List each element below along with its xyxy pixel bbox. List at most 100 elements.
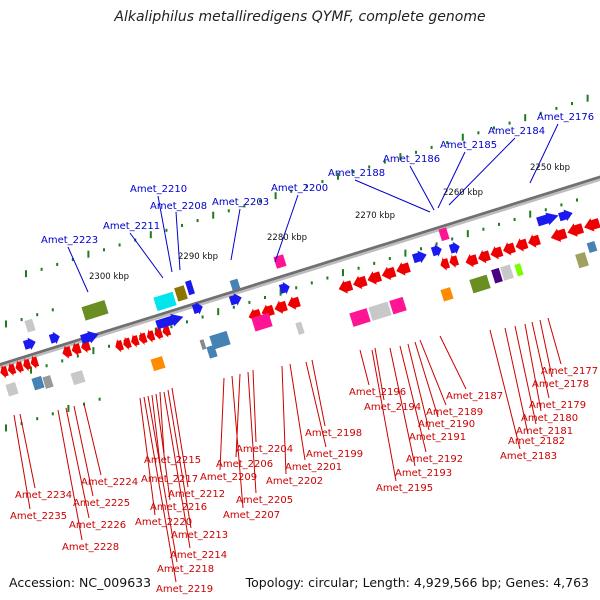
leader-line (371, 349, 397, 482)
scale-tick (310, 281, 313, 285)
scale-tick (466, 230, 469, 238)
leader-line (354, 179, 431, 213)
leader-line (163, 391, 191, 549)
leader-line (83, 403, 102, 476)
gene-label: Amet_2206 (216, 459, 273, 470)
scale-tick (357, 266, 360, 270)
scale-tick (420, 247, 422, 251)
leader-line (159, 391, 165, 454)
gene-label: Amet_2193 (395, 468, 452, 479)
scale-tick (227, 209, 230, 213)
scale-tick (539, 111, 542, 115)
gene-label: Amet_2181 (516, 426, 573, 437)
leader-line (157, 195, 173, 273)
gene-arrow (448, 241, 460, 255)
gene-box (586, 241, 598, 253)
scale-label: 2280 kbp (267, 233, 307, 243)
leader-line (409, 165, 435, 211)
leader-line (504, 327, 529, 435)
scale-tick (76, 354, 79, 358)
scale-tick (36, 313, 39, 317)
scale-tick (576, 198, 578, 202)
gene-box (209, 330, 231, 350)
scale-tick (544, 208, 547, 212)
leader-line (67, 246, 89, 293)
gene-arrow (62, 345, 73, 359)
gene-label: Amet_2220 (135, 517, 192, 528)
scale-tick (498, 222, 500, 226)
scale-tick (170, 325, 173, 329)
gene-label: Amet_2186 (383, 154, 440, 165)
leader-line (311, 359, 326, 427)
gene-arrow (449, 254, 460, 268)
gene-arrow (503, 242, 516, 256)
backbone-strand (0, 178, 600, 369)
scale-tick (482, 227, 485, 231)
gene-arrow (30, 355, 40, 369)
scale-tick (524, 114, 527, 122)
gene-label: Amet_2188 (328, 168, 385, 179)
gene-label: Amet_2195 (376, 483, 433, 494)
leader-line (489, 329, 521, 450)
tick-layer (5, 94, 589, 432)
scale-tick (529, 210, 532, 218)
scale-tick (118, 243, 121, 247)
gene-label: Amet_2207 (223, 510, 280, 521)
gene-box (199, 339, 207, 350)
scale-tick (196, 219, 199, 223)
leader-line (73, 405, 94, 497)
scale-label: 2290 kbp (178, 252, 218, 262)
gene-label: Amet_2212 (168, 489, 225, 500)
gene-box (469, 274, 491, 294)
gene-arrow (0, 365, 9, 379)
gene-arrow (528, 234, 541, 248)
gene-label: Amet_2210 (130, 184, 187, 195)
scale-tick (290, 189, 293, 193)
gene-label: Amet_2226 (69, 520, 126, 531)
scale-tick (352, 170, 355, 174)
gene-box (368, 301, 392, 321)
gene-arrow (353, 275, 368, 290)
gene-box (575, 251, 589, 269)
scale-tick (186, 320, 188, 324)
gene-box (81, 300, 109, 321)
scale-tick (342, 269, 344, 277)
gene-label: Amet_2198 (305, 428, 362, 439)
leader-line (19, 413, 36, 489)
gene-label: Amet_2215 (144, 455, 201, 466)
leader-line (231, 375, 244, 509)
gene-label: Amet_2187 (446, 391, 503, 402)
scale-tick (212, 211, 215, 219)
leader-line (274, 194, 299, 263)
gene-label: Amet_2224 (81, 477, 138, 488)
leader-line (65, 407, 90, 519)
scale-tick (87, 250, 90, 258)
gene-label: Amet_2225 (73, 498, 130, 509)
leader-line (374, 347, 385, 401)
gene-label: Amet_2208 (150, 201, 207, 212)
gene-label: Amet_2217 (141, 474, 198, 485)
scale-tick (477, 131, 480, 135)
gene-label: Amet_2203 (212, 197, 269, 208)
gene-arrow (138, 331, 148, 346)
gene-box (491, 267, 503, 284)
scale-label: 2300 kbp (89, 272, 129, 282)
scale-tick (108, 344, 110, 348)
scale-tick (274, 192, 277, 200)
scale-tick (399, 153, 402, 161)
leader-line (419, 339, 447, 406)
leader-line (389, 347, 416, 467)
gene-label: Amet_2176 (537, 112, 594, 123)
leader-line (57, 409, 83, 541)
gene-label: Amet_2219 (156, 584, 213, 595)
leader-line (439, 335, 467, 390)
scale-tick (61, 359, 64, 363)
leader-line (235, 373, 241, 458)
scale-tick (98, 397, 101, 401)
gene-box (251, 312, 273, 332)
label-layer: 2250 kbp 2260 kbp 2270 kbp 2280 kbp 2290 kbp… (10, 112, 598, 595)
scale-tick (383, 160, 386, 164)
scale-tick (40, 267, 43, 271)
gene-box (42, 375, 54, 389)
